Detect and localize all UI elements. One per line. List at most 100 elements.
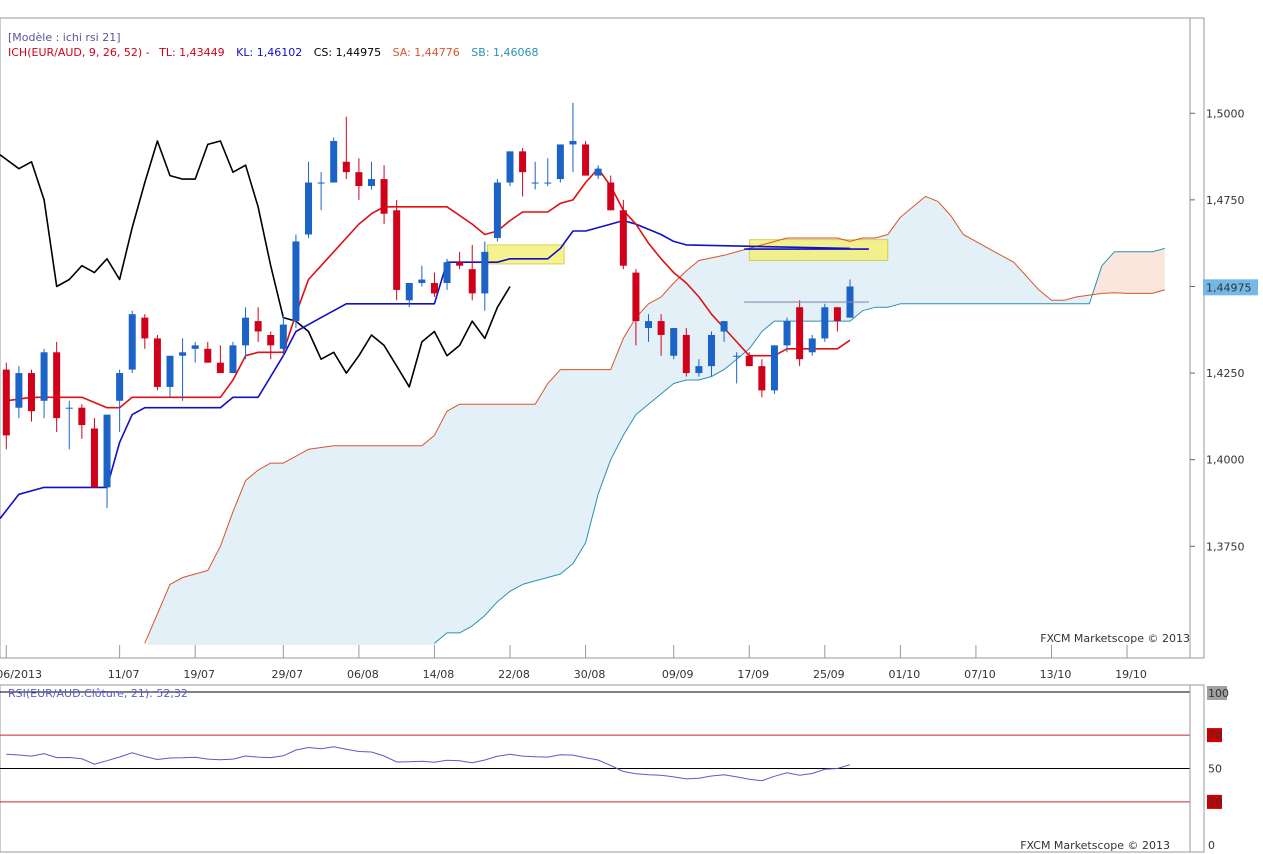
- date-tick-label: 01/10: [889, 668, 921, 681]
- candle-body: [78, 407, 86, 426]
- candle-body: [128, 314, 136, 370]
- date-tick-label: 25/09: [813, 668, 845, 681]
- candle-body: [116, 373, 124, 401]
- legend-kl: KL: 1,46102: [236, 46, 302, 59]
- candle-body: [279, 324, 287, 349]
- candle-body: [770, 345, 778, 391]
- rsi-tick-label: 0: [1208, 839, 1215, 852]
- legend-cs: CS: 1,44975: [314, 46, 381, 59]
- candle-body: [594, 168, 602, 176]
- cloud-segment: [148, 196, 1090, 645]
- candle-body: [317, 182, 325, 184]
- candle-body: [619, 210, 627, 266]
- candle-body: [53, 352, 61, 419]
- candle-body: [40, 352, 48, 401]
- candle-body: [506, 151, 514, 183]
- candle-body: [141, 317, 149, 339]
- indicator-prefix: ICH(EUR/AUD, 9, 26, 52) -: [8, 46, 150, 59]
- candle-body: [519, 151, 527, 173]
- candle-body: [216, 362, 224, 374]
- price-tick-label: 1,4250: [1206, 367, 1245, 380]
- candle-body: [229, 345, 237, 374]
- rsi-tick-label: 70: [1208, 729, 1222, 742]
- price-tick-label: 1,4750: [1206, 194, 1245, 207]
- candle-body: [191, 345, 199, 349]
- candle-body: [242, 317, 250, 346]
- candle-body: [292, 241, 300, 322]
- date-tick-label: 07/10: [964, 668, 996, 681]
- highlight-box: [748, 239, 889, 261]
- rsi-legend: RSI(EUR/AUD.Clôture, 21): 52,32: [8, 687, 188, 700]
- candle-body: [707, 334, 715, 367]
- date-tick-label: 06/08: [347, 668, 379, 681]
- candle-body: [65, 407, 73, 409]
- tenkan-line: [6, 167, 851, 409]
- candle-body: [733, 355, 741, 357]
- senkou-a-line: [144, 195, 1165, 644]
- candle-body: [443, 262, 451, 284]
- candle-body: [15, 373, 23, 408]
- date-tick-label: 09/09: [662, 668, 694, 681]
- candle-body: [355, 172, 363, 187]
- candle-body: [27, 373, 35, 412]
- candle-body: [380, 179, 388, 214]
- candle-body: [204, 348, 212, 363]
- candle-body: [393, 210, 401, 290]
- template-label: [Modèle : ichi rsi 21]: [8, 31, 121, 44]
- candle-body: [254, 321, 262, 332]
- candle-body: [179, 352, 187, 356]
- date-tick-label: 30/08: [574, 668, 606, 681]
- price-tick-label: 1,4000: [1206, 454, 1245, 467]
- candle-body: [342, 161, 350, 173]
- candle-body: [2, 369, 10, 436]
- price-axis[interactable]: 1,37501,40001,42501,45001,47501,50001,44…: [1189, 18, 1258, 658]
- price-tick-label: 1,3750: [1206, 540, 1245, 553]
- candle-body: [569, 140, 577, 145]
- candle-body: [267, 334, 275, 346]
- date-tick-label: 11/07: [108, 668, 140, 681]
- candle-body: [607, 182, 615, 211]
- date-tick-label: 22/08: [498, 668, 530, 681]
- last-price-label: 1,44975: [1206, 281, 1252, 294]
- candle-body: [556, 144, 564, 180]
- candle-body: [153, 338, 161, 387]
- candle-body: [783, 321, 791, 346]
- chikou-line: [0, 140, 511, 388]
- candle-body: [821, 307, 829, 339]
- senkou-b-line: [434, 247, 1165, 644]
- date-tick-label: 19/10: [1115, 668, 1147, 681]
- indicator-legend: ICH(EUR/AUD, 9, 26, 52) - TL: 1,43449 KL…: [8, 46, 539, 59]
- date-tick-label: 28/06/2013: [0, 668, 42, 681]
- candle-body: [418, 279, 426, 284]
- candle-body: [645, 321, 653, 329]
- candle-body: [582, 144, 590, 176]
- candle-body: [166, 355, 174, 387]
- price-tick-label: 1,5000: [1206, 107, 1245, 120]
- legend-sb: SB: 1,46068: [471, 46, 538, 59]
- candle-body: [481, 251, 489, 294]
- price-panel: 1,37501,40001,42501,45001,47501,50001,44…: [0, 17, 1258, 681]
- candle-body: [695, 366, 703, 374]
- rsi-watermark: FXCM Marketscope © 2013: [1020, 839, 1170, 852]
- price-watermark: FXCM Marketscope © 2013: [1040, 632, 1190, 645]
- candle-body: [531, 182, 539, 184]
- candle-body: [682, 334, 690, 374]
- candle-body: [405, 283, 413, 301]
- candle-body: [657, 321, 665, 335]
- candle-body: [758, 366, 766, 391]
- date-tick-label: 19/07: [183, 668, 215, 681]
- rsi-tag-bg: [1207, 794, 1222, 809]
- price-plot-area: [0, 17, 1205, 659]
- candle-body: [833, 307, 841, 322]
- candle-body: [103, 414, 111, 488]
- candle-body: [430, 283, 438, 294]
- candle-body: [796, 307, 804, 360]
- candle-body: [305, 182, 313, 235]
- candlesticks: [2, 102, 854, 509]
- date-axis[interactable]: 28/06/2013 11/07 19/07 29/07 06/08 14/08 22/08…: [0, 645, 1204, 681]
- candle-body: [670, 328, 678, 356]
- rsi-tick-label: 100: [1208, 687, 1229, 700]
- legend-tl: TL: 1,43449: [158, 46, 225, 59]
- candle-body: [493, 182, 501, 238]
- legend-sa: SA: 1,44776: [393, 46, 460, 59]
